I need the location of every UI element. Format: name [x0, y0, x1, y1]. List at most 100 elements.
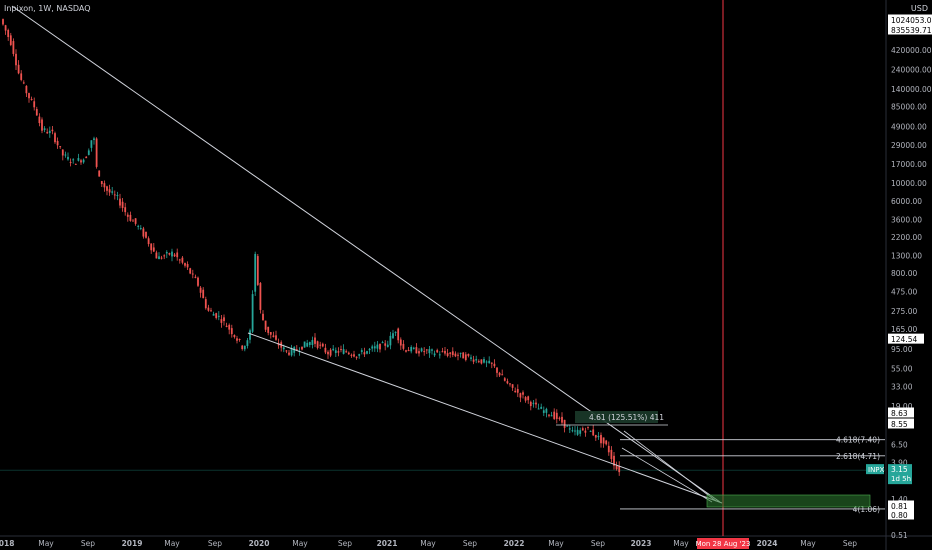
candle-body	[111, 191, 114, 193]
y-tick-label: 49000.00	[891, 122, 927, 131]
candle-body	[568, 428, 571, 430]
candle-body	[220, 319, 223, 323]
candle-body	[306, 342, 309, 347]
y-tick-label: 19.00	[891, 402, 913, 411]
candle-body	[184, 263, 186, 266]
projection-line-a	[623, 430, 717, 502]
candle-body	[15, 53, 17, 66]
price-tag-box	[888, 500, 914, 511]
candle-body	[217, 315, 220, 317]
candle-body	[178, 259, 181, 261]
candle-body	[241, 345, 244, 350]
x-tick-label: 2018	[0, 539, 14, 548]
candle-body	[542, 410, 545, 413]
y-tick-label: 0.51	[891, 531, 908, 540]
candle-body	[41, 119, 43, 131]
candle-body	[584, 430, 587, 433]
candle-body	[407, 349, 410, 352]
candle-body	[251, 294, 254, 332]
candle-body	[371, 346, 374, 349]
candle-body	[607, 445, 610, 453]
y-tick-label: 95.00	[891, 345, 913, 354]
candle-body	[2, 19, 4, 25]
candle-body	[61, 149, 64, 156]
candle-body	[428, 349, 431, 354]
candle-body	[20, 73, 23, 80]
candle-body	[360, 350, 363, 352]
candle-body	[394, 331, 397, 333]
candle-body	[386, 344, 389, 347]
candle-body	[327, 351, 329, 355]
candle-body	[155, 252, 158, 259]
candle-body	[282, 347, 285, 350]
candle-body	[173, 254, 176, 257]
candle-body	[475, 359, 478, 361]
candle-body	[574, 430, 576, 432]
candle-body	[295, 349, 298, 351]
candle-body	[301, 346, 303, 350]
candle-body	[215, 313, 218, 319]
x-tick-label: 2020	[249, 539, 270, 548]
candle-body	[132, 220, 134, 222]
candle-body	[454, 353, 457, 357]
y-tick-label: 240000.00	[891, 66, 932, 75]
candle-body	[501, 374, 504, 376]
candle-body	[290, 347, 293, 356]
candle-body	[332, 348, 335, 351]
y-tick-label: 3.90	[891, 459, 908, 468]
candle-body	[503, 378, 506, 381]
price-tag-label: 0.80	[891, 511, 908, 520]
candle-body	[451, 351, 454, 356]
candle-body	[410, 346, 413, 352]
y-tick-label: 33.00	[891, 382, 913, 391]
ticker-badge	[866, 464, 884, 475]
countdown-label: 1d 5h	[891, 475, 911, 483]
candle-body	[119, 198, 121, 206]
y-tick-label: 275.00	[891, 307, 917, 316]
candle-body	[165, 252, 168, 254]
candle-body	[243, 345, 246, 350]
candle-body	[204, 299, 207, 309]
candle-body	[4, 25, 7, 31]
last-price-label: 3.15	[891, 465, 908, 474]
candle-body	[618, 465, 621, 473]
candle-body	[329, 349, 332, 356]
candle-body	[363, 352, 366, 355]
candle-body	[532, 402, 535, 404]
candle-body	[199, 287, 202, 293]
candle-body	[106, 186, 108, 191]
candle-body	[288, 352, 290, 355]
candle-body	[259, 283, 262, 310]
candle-body	[540, 406, 543, 409]
candle-body	[381, 342, 384, 344]
candle-body	[366, 351, 368, 354]
price-tag-label: 124.54	[891, 335, 917, 344]
candle-body	[12, 41, 15, 54]
candle-body	[464, 354, 467, 361]
candle-body	[197, 277, 199, 286]
candle-body	[467, 353, 470, 356]
y-tick-label: 10000.00	[891, 179, 927, 188]
candle-body	[160, 257, 163, 259]
candle-body	[285, 350, 288, 352]
candle-body	[355, 356, 358, 358]
price-tag-box	[888, 418, 914, 429]
candle-body	[303, 341, 306, 348]
candle-body	[545, 408, 548, 413]
y-tick-label: 475.00	[891, 287, 917, 296]
candle-body	[142, 228, 145, 237]
candle-body	[137, 225, 140, 227]
x-tick-label: Sep	[591, 539, 605, 548]
last-price-badge	[888, 464, 912, 485]
y-tick-label: 3600.00	[891, 215, 922, 224]
candle-body	[64, 154, 67, 156]
candle-body	[436, 350, 439, 353]
candle-body	[405, 350, 407, 352]
y-tick-label: 2200.00	[891, 233, 922, 242]
candle-body	[485, 361, 488, 363]
candle-body	[262, 313, 264, 321]
candle-body	[103, 183, 106, 188]
candle-body	[129, 214, 132, 221]
candle-body	[202, 289, 205, 299]
